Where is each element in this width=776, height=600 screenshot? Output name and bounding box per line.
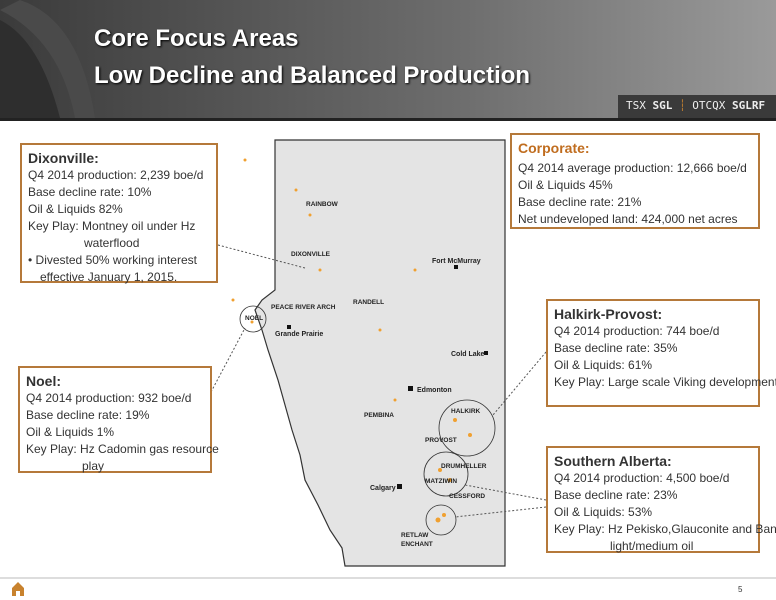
- bullet-text: Divested 50% working interest effective …: [35, 253, 197, 284]
- page-number: 5: [738, 585, 743, 594]
- corporate-box: Corporate: Q4 2014 average production: 1…: [510, 133, 760, 229]
- box-line: Oil & Liquids: 53%: [554, 505, 653, 519]
- logo-shape: [0, 0, 95, 118]
- box-title: Southern Alberta:: [554, 453, 672, 469]
- subtitle: Low Decline and Balanced Production: [94, 62, 531, 89]
- logo-shape: [0, 20, 60, 118]
- box-line: Base decline rate: 35%: [554, 341, 678, 355]
- city-label: Edmonton: [417, 387, 452, 394]
- play-label: RAINBOW: [306, 201, 339, 208]
- ticker-box: [618, 95, 776, 118]
- box-line: Q4 2014 production: 744 boe/d: [554, 324, 720, 338]
- box-line: Q4 2014 production: 2,239 boe/d: [28, 168, 204, 182]
- play-label: HALKIRK: [451, 408, 481, 415]
- header-rule: [0, 118, 776, 121]
- box-title: Corporate:: [518, 140, 590, 156]
- box-line: Base decline rate: 23%: [554, 488, 678, 502]
- city-label: Fort McMurray: [432, 258, 481, 265]
- box-title: Halkirk-Provost:: [554, 306, 663, 322]
- city-label: Calgary: [370, 485, 396, 492]
- box-line: Key Play: Hz Cadomin gas resource play: [26, 442, 219, 473]
- play-label: PEMBINA: [364, 412, 394, 419]
- play-label: PROVOST: [425, 437, 457, 444]
- play-label: RANDELL: [353, 299, 384, 306]
- box-line: Q4 2014 production: 932 boe/d: [26, 391, 192, 405]
- city-markers: [287, 265, 488, 489]
- ticker-symbol: SGLRF: [732, 99, 766, 112]
- city-label: Cold Lake: [451, 351, 485, 358]
- southern-alberta-box: Southern Alberta: Q4 2014 production: 4,…: [546, 446, 776, 553]
- play-label: DIXONVILLE: [291, 251, 331, 258]
- play-label: CESSFORD: [449, 493, 485, 500]
- box-line: Key Play: Montney oil under Hz waterfloo…: [28, 219, 196, 250]
- dixonville-box: Dixonville: Q4 2014 production: 2,239 bo…: [20, 143, 218, 284]
- box-title: Noel:: [26, 373, 61, 389]
- play-label: NOEL: [245, 315, 263, 322]
- box-line: Base decline rate: 19%: [26, 408, 150, 422]
- alberta-map: [254, 139, 506, 567]
- box-title: Dixonville:: [28, 150, 99, 166]
- box-line: Key Play: Hz Pekisko,Glauconite and Banf…: [554, 522, 776, 553]
- box-line: Oil & Liquids: 61%: [554, 358, 653, 372]
- play-label: ENCHANT: [401, 541, 433, 548]
- box-line: Key Play: Large scale Viking development: [554, 375, 776, 389]
- ticker-label: TSX: [626, 99, 646, 112]
- ticker: TSX SGL ┆ OTCQX SGLRF: [626, 99, 766, 112]
- play-label: DRUMHELLER: [441, 463, 487, 470]
- footer-logo: [12, 582, 24, 596]
- box-bullet: • Divested 50% working interest effectiv…: [28, 253, 197, 284]
- well-dots: [231, 158, 472, 523]
- noel-box: Noel: Q4 2014 production: 932 boe/d Base…: [18, 366, 219, 473]
- play-label: RETLAW: [401, 532, 429, 539]
- area-circles: [239, 305, 496, 536]
- box-line: Oil & Liquids 82%: [28, 202, 123, 216]
- ticker-symbol: SGL: [652, 99, 673, 112]
- box-line: Oil & Liquids 45%: [518, 178, 613, 192]
- leader-lines: [210, 244, 547, 518]
- box-line: Net undeveloped land: 424,000 net acres: [518, 212, 738, 226]
- box-line: Q4 2014 average production: 12,666 boe/d: [518, 161, 747, 175]
- play-label: MATZIWIN: [425, 478, 457, 485]
- ticker-label: OTCQX: [692, 99, 726, 112]
- halkirk-provost-box: Halkirk-Provost: Q4 2014 production: 744…: [546, 299, 776, 407]
- box-line: Q4 2014 production: 4,500 boe/d: [554, 471, 730, 485]
- title: Core Focus Areas: [94, 25, 299, 52]
- box-line: Base decline rate: 21%: [518, 195, 642, 209]
- box-line: Base decline rate: 10%: [28, 185, 152, 199]
- title-block: Core Focus Areas Low Decline and Balance…: [94, 20, 530, 94]
- city-label: Grande Prairie: [275, 331, 323, 338]
- play-label: PEACE RIVER ARCH: [271, 304, 336, 311]
- box-line: Oil & Liquids 1%: [26, 425, 115, 439]
